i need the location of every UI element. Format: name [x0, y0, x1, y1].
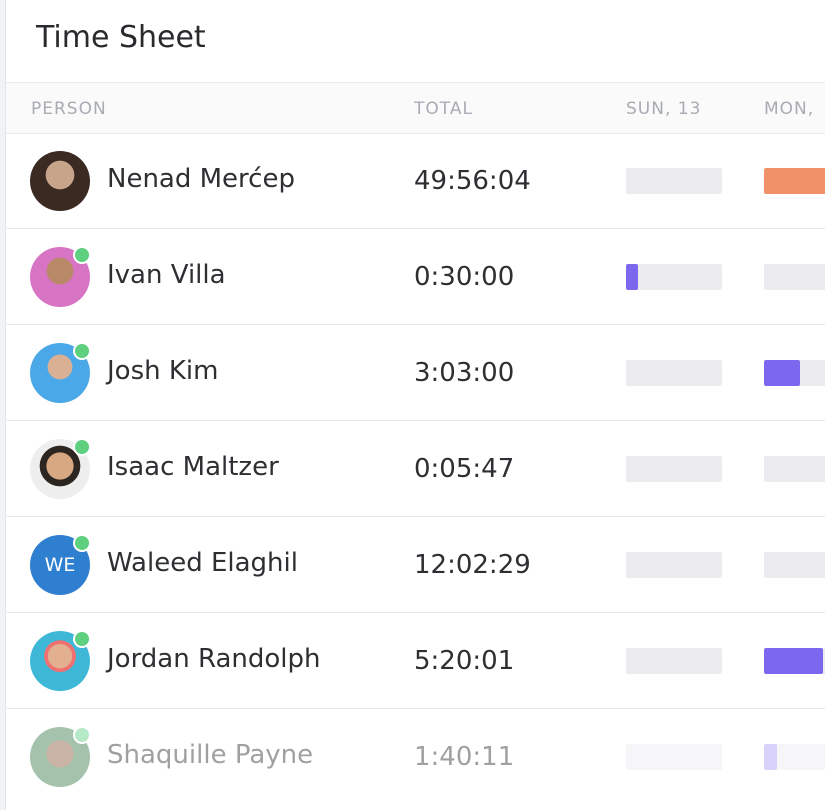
column-header: TOTAL — [414, 99, 473, 119]
person-name: Shaquille Payne — [107, 740, 314, 770]
day-bar — [764, 360, 825, 386]
row[interactable]: WE Waleed Elaghil 12:02:29 — [6, 517, 825, 613]
day-bar — [764, 456, 825, 482]
total: 5:20:01 — [414, 646, 515, 676]
person-name: Waleed Elaghil — [107, 548, 298, 578]
row[interactable]: Isaac Maltzer 0:05:47 — [6, 421, 825, 517]
day-bar — [764, 744, 825, 770]
total: 3:03:00 — [414, 358, 515, 388]
avatar — [30, 151, 90, 211]
day-bar — [626, 264, 722, 290]
title: Time Sheet — [36, 20, 206, 55]
time-sheet-card: Time Sheet PERSON TOTAL SUN, 13 MON, Nen… — [5, 0, 825, 810]
column-header: PERSON — [31, 99, 107, 119]
row[interactable]: Ivan Villa 0:30:00 — [6, 229, 825, 325]
day-bar — [626, 648, 722, 674]
person-name: Ivan Villa — [107, 260, 226, 290]
day-bar — [626, 744, 722, 770]
column-header: MON, — [764, 99, 815, 119]
day-bar — [626, 456, 722, 482]
person-name: Jordan Randolph — [107, 644, 321, 674]
column-header: SUN, 13 — [626, 99, 702, 119]
online-dot — [73, 342, 91, 360]
day-bar — [764, 168, 825, 194]
online-dot — [73, 726, 91, 744]
total: 1:40:11 — [414, 742, 515, 772]
day-bar — [764, 648, 825, 674]
person-name: Nenad Merćep — [107, 164, 295, 194]
online-dot — [73, 438, 91, 456]
avatar-initials: WE — [44, 554, 76, 576]
row[interactable]: Nenad Merćep 49:56:04 — [6, 133, 825, 229]
total: 12:02:29 — [414, 550, 531, 580]
person-name: Josh Kim — [107, 356, 219, 386]
row[interactable]: Shaquille Payne 1:40:11 — [6, 709, 825, 804]
day-bar — [764, 264, 825, 290]
online-dot — [73, 534, 91, 552]
person-name: Isaac Maltzer — [107, 452, 279, 482]
total: 0:05:47 — [414, 454, 515, 484]
day-bar — [764, 552, 825, 578]
day-bar — [626, 360, 722, 386]
row[interactable]: Jordan Randolph 5:20:01 — [6, 613, 825, 709]
day-bar — [626, 552, 722, 578]
online-dot — [73, 630, 91, 648]
row[interactable]: Josh Kim 3:03:00 — [6, 325, 825, 421]
online-dot — [73, 246, 91, 264]
total: 49:56:04 — [414, 166, 531, 196]
day-bar — [626, 168, 722, 194]
total: 0:30:00 — [414, 262, 515, 292]
header-row: PERSON TOTAL SUN, 13 MON, — [6, 82, 825, 134]
